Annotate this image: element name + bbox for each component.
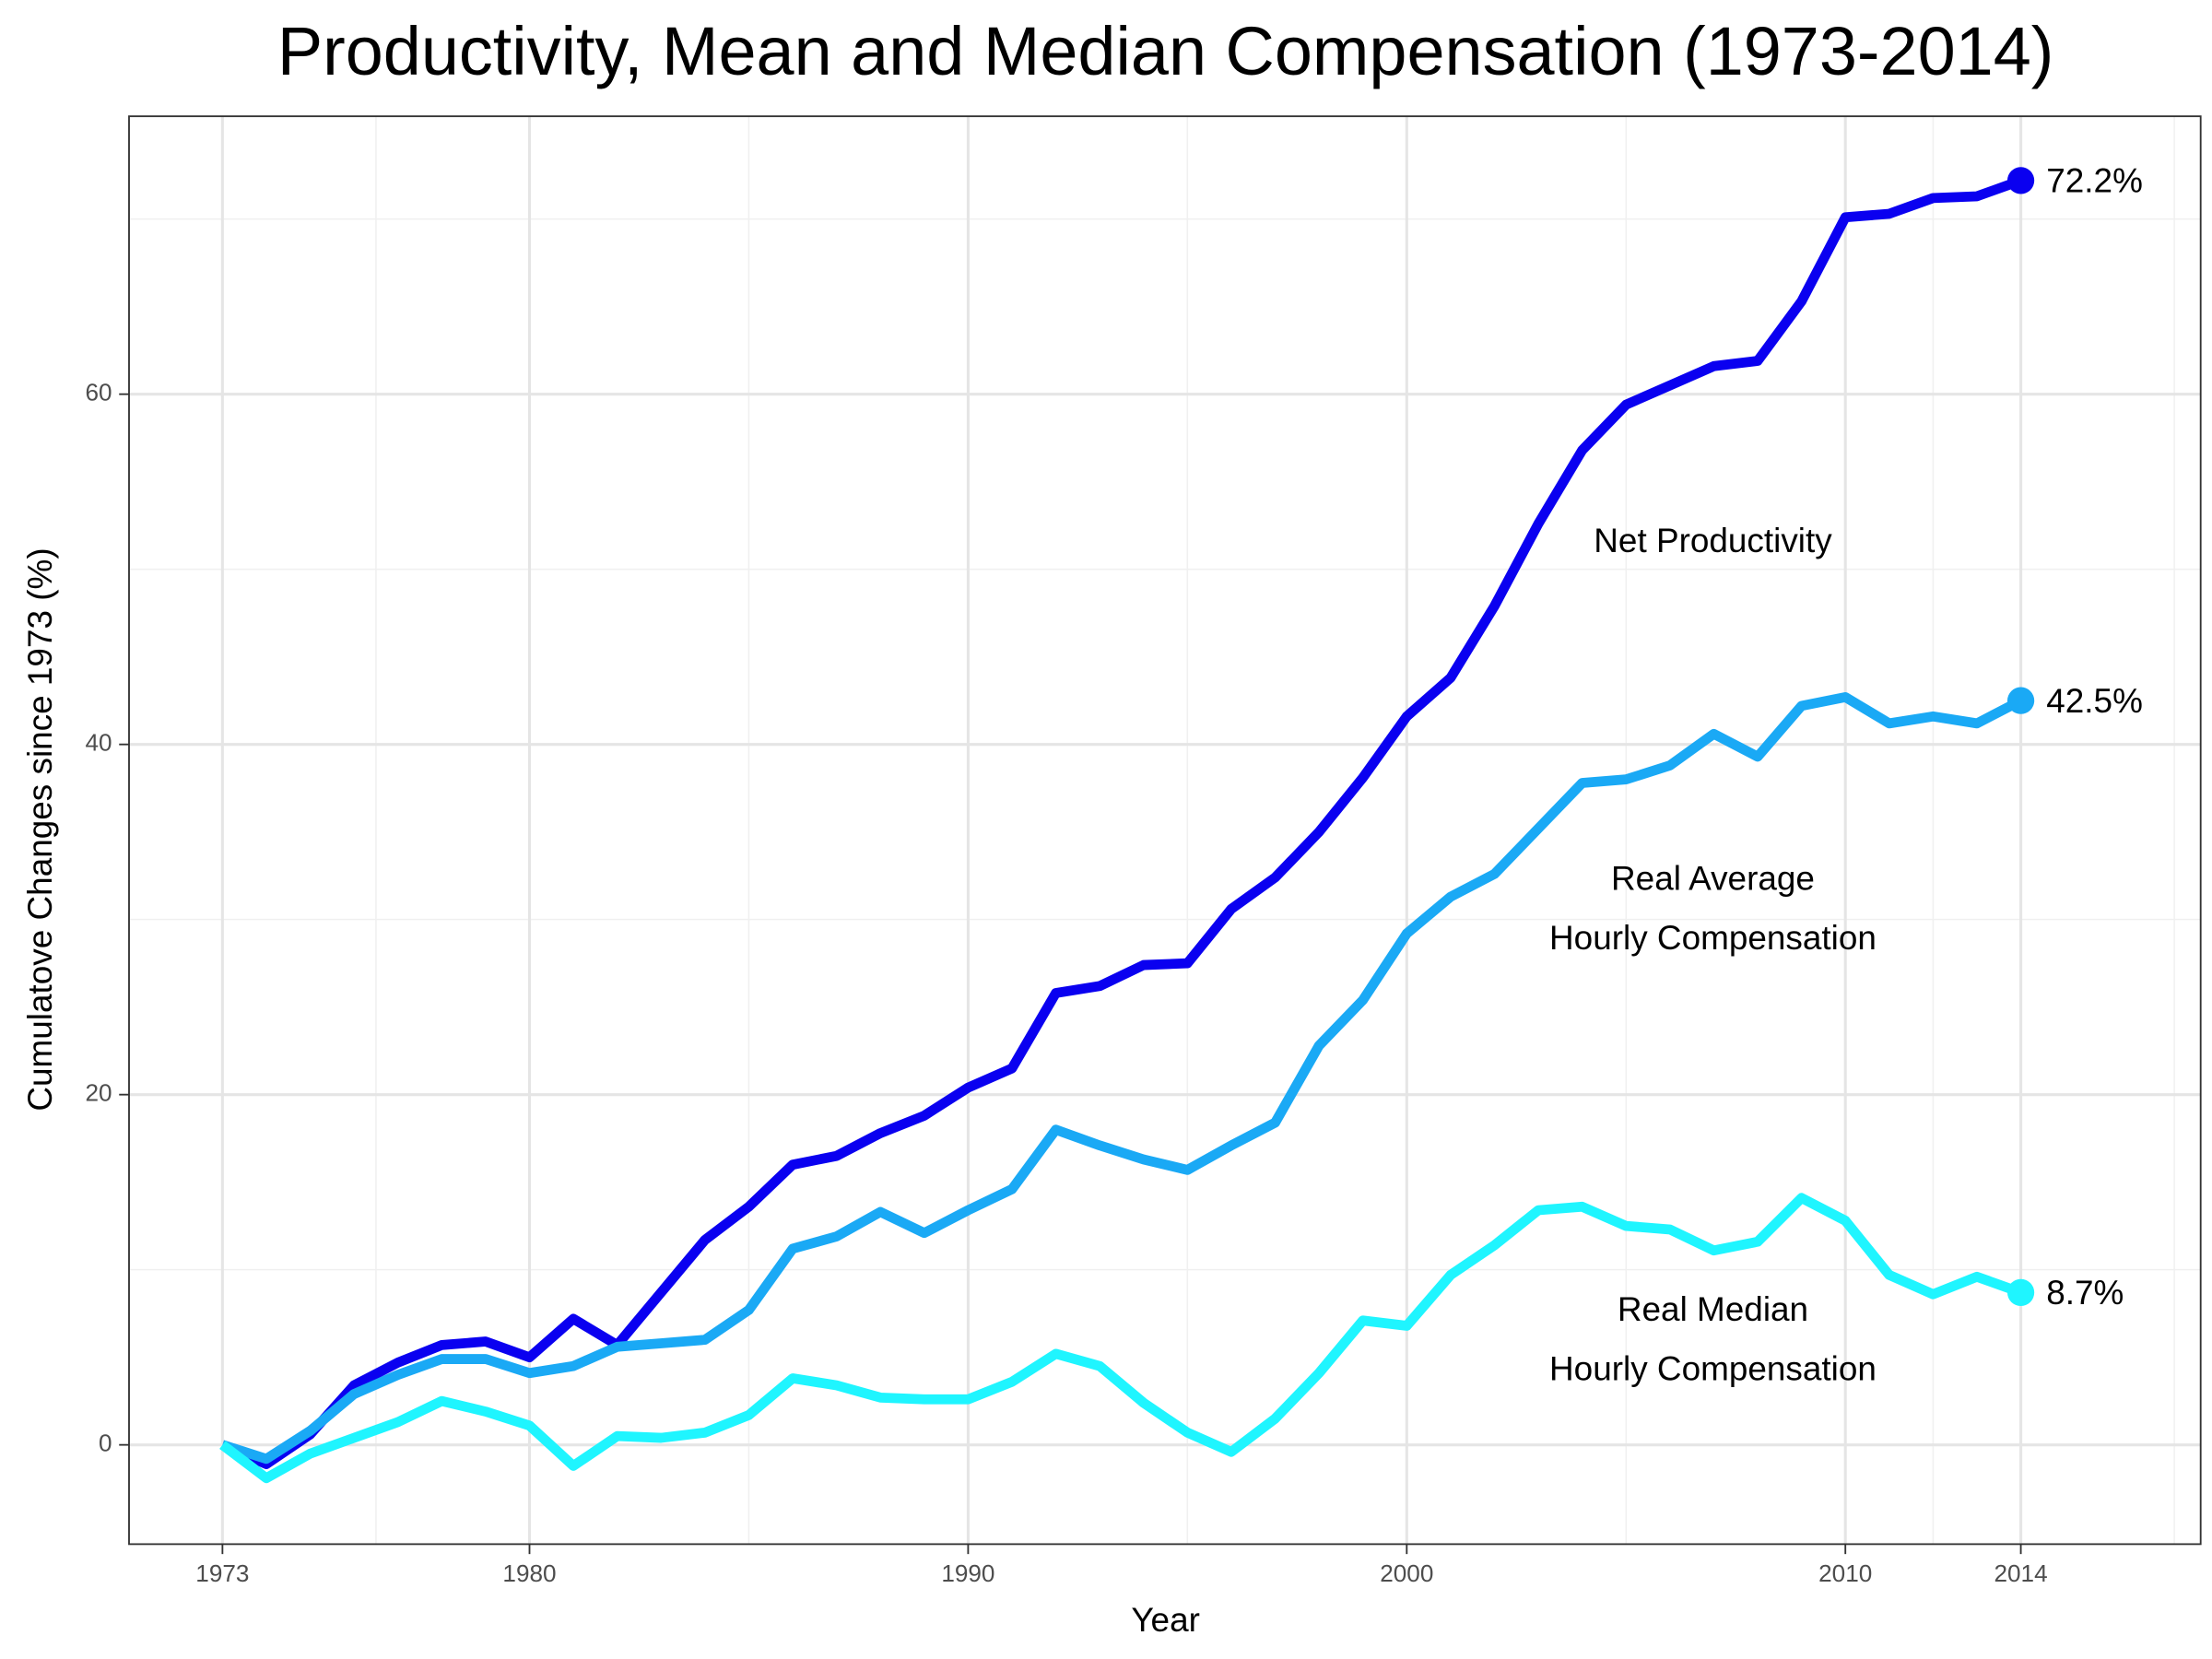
series-label: Real Average [1611, 860, 1815, 898]
series-label: Hourly Compensation [1549, 919, 1877, 957]
x-tick-label: 1973 [195, 1559, 249, 1587]
x-tick-label: 1980 [502, 1559, 556, 1587]
plot-lines: 72.2% Net Productivity 42.5% Real Average Ho… [219, 162, 2143, 1484]
y-tick-label: 40 [85, 729, 112, 757]
series-line [220, 691, 2024, 1465]
y-axis-title: Cumulatove Changes since 1973 (%) [21, 547, 59, 1111]
x-axis-title: Year [1131, 1601, 1200, 1639]
end-label: 8.7% [2046, 1274, 2124, 1312]
y-tick-label: 20 [85, 1079, 112, 1107]
end-point [2006, 1278, 2035, 1306]
end-label: 42.5% [2046, 682, 2143, 720]
panel-border [128, 115, 2202, 1546]
end-point [2006, 687, 2035, 714]
end-point [2006, 167, 2035, 194]
series-label: Real Median [1618, 1290, 1808, 1328]
y-tick-label: 60 [85, 379, 112, 406]
series-label: Hourly Compensation [1549, 1350, 1877, 1388]
x-tick-label: 1990 [941, 1559, 994, 1587]
x-tick-label: 2010 [1818, 1559, 1872, 1587]
y-tick-label: 0 [99, 1430, 112, 1457]
series-line [219, 1193, 2023, 1484]
chart-title: Productivity, Mean and Median Compensati… [277, 13, 2053, 89]
x-tick-label: 2000 [1380, 1559, 1433, 1587]
grid: 1973 1980 1990 2000 2010 2014 0 20 40 60 [85, 116, 2201, 1587]
series-line [220, 175, 2023, 1469]
series-label: Net Productivity [1594, 522, 1832, 559]
end-label: 72.2% [2046, 162, 2143, 200]
x-tick-label: 2014 [1994, 1559, 2047, 1587]
